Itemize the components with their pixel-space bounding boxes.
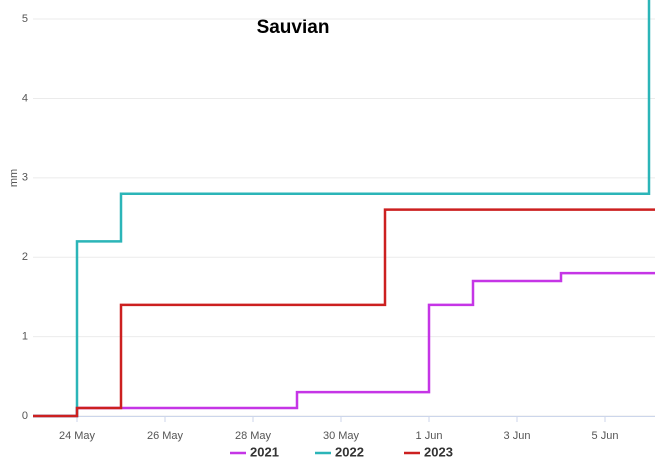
series-line (33, 271, 655, 418)
y-tick-label: 3 (22, 172, 28, 184)
x-tick-label: 24 May (59, 430, 96, 442)
x-tick-label: 30 May (323, 430, 360, 442)
series-line (33, 208, 655, 418)
y-tick-label: 2 (22, 251, 28, 263)
grid: 0 1 2 3 4 5 24 May 26 May 28 May 30 May 1 Jun 3 Jun… (22, 13, 655, 442)
x-tick-label: 28 May (235, 430, 272, 442)
x-tick-label: 1 Jun (416, 430, 443, 442)
legend-label: 2023 (424, 444, 453, 458)
legend-label: 2022 (335, 444, 364, 458)
x-tick-label: 26 May (147, 430, 184, 442)
x-tick-label: 5 Jun (592, 430, 619, 442)
y-tick-label: 5 (22, 13, 28, 25)
y-tick-label: 0 (22, 410, 28, 422)
chart-title: Sauvian (257, 17, 330, 38)
y-tick-label: 4 (22, 92, 28, 104)
legend: 2021 2022 2023 (230, 444, 453, 458)
y-axis-label: mm (8, 169, 20, 187)
series-line (33, 0, 651, 418)
y-tick-label: 1 (22, 331, 28, 343)
legend-label: 2021 (250, 444, 279, 458)
x-tick-label: 3 Jun (504, 430, 531, 442)
plot (33, 0, 655, 418)
